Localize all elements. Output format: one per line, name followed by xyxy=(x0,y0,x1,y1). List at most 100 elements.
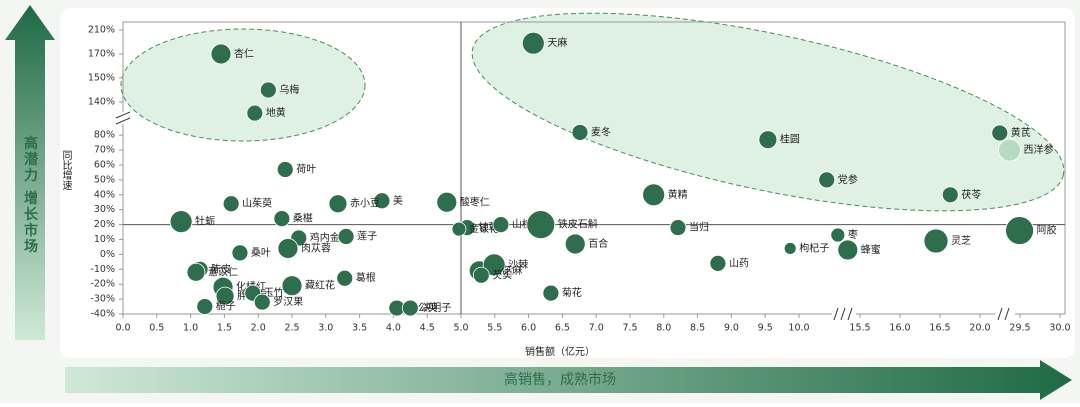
plot-frame xyxy=(122,21,1066,315)
x-tick-label: 8.0 xyxy=(656,323,671,334)
panel xyxy=(60,8,1075,358)
bubble-label: 美 xyxy=(393,194,403,207)
bubble-label: 桑椹 xyxy=(293,213,313,225)
bubble-label: 玉竹 xyxy=(264,286,284,299)
bubble xyxy=(253,293,271,311)
bubble-label: 阿胶 xyxy=(1037,224,1057,237)
mature-zone xyxy=(471,12,1065,212)
bubble-label: 桑叶 xyxy=(251,247,271,259)
bubble xyxy=(451,221,467,237)
bubble xyxy=(521,31,545,55)
bubble-label: 党参 xyxy=(838,173,858,186)
bubble xyxy=(276,161,294,178)
bubble-label: 桂圆 xyxy=(780,133,800,146)
bubble xyxy=(273,210,291,228)
bubble xyxy=(542,284,560,302)
bubble xyxy=(215,286,235,306)
bubble xyxy=(246,104,264,122)
bubble-label: 天麻 xyxy=(547,36,567,49)
x-tick-label: 0.5 xyxy=(149,323,164,334)
x-tick-label: 30.0 xyxy=(1049,323,1070,334)
x-tick-label: 16.0 xyxy=(889,323,910,334)
bubble xyxy=(328,194,348,214)
bubble-label: 菊花 xyxy=(562,286,582,299)
bubble xyxy=(231,244,249,262)
y-tick-label: 170% xyxy=(88,49,115,60)
x-axis-title: 销售额（亿元） xyxy=(525,345,595,358)
bubble xyxy=(186,262,206,282)
bubble xyxy=(259,81,277,99)
bubble xyxy=(337,228,355,245)
y-tick-label: 0% xyxy=(100,249,115,260)
x-tick-label: 3.5 xyxy=(352,323,367,334)
y-tick-label: -20% xyxy=(90,279,115,290)
bubble-label: 陈皮 xyxy=(211,262,231,275)
bubble-label: 百合 xyxy=(588,237,608,250)
y-tick-label: 140% xyxy=(88,97,115,108)
y-tick-label: 10% xyxy=(94,234,115,245)
bubble xyxy=(436,191,458,213)
x-tick-label: 2.0 xyxy=(251,323,266,334)
bubble xyxy=(281,275,303,297)
bubble xyxy=(642,183,666,207)
y-tick-label: 20% xyxy=(94,219,115,230)
x-tick-label: 29.5 xyxy=(1009,323,1030,334)
bubble xyxy=(1005,216,1034,245)
bubble-label: 栀子 xyxy=(216,300,236,313)
bubble xyxy=(401,299,419,317)
bubble xyxy=(277,238,299,259)
bubble xyxy=(196,298,214,315)
bubble xyxy=(758,130,778,150)
bubble xyxy=(526,210,556,240)
bubble-label: 酸枣仁 xyxy=(460,195,490,208)
bubble-label: 杏仁 xyxy=(234,47,254,60)
x-tick-label: 20.0 xyxy=(969,323,990,334)
bubble-label: 金银花 xyxy=(469,222,499,235)
x-tick-label: 4.0 xyxy=(386,323,401,334)
bubble-label: 黄芪 xyxy=(1011,126,1031,139)
mature-label: 高销售，成熟市场 xyxy=(504,371,616,388)
x-tick-label: 0.0 xyxy=(115,323,130,334)
y-tick-label: 80% xyxy=(94,130,115,141)
x-tick-label: 8.5 xyxy=(690,323,705,334)
bubble xyxy=(669,219,687,236)
bubble xyxy=(210,43,232,65)
bubble xyxy=(492,216,510,234)
x-tick-label: 6.5 xyxy=(555,323,570,334)
x-tick-label: 6.0 xyxy=(521,323,536,334)
bubble-label: 枸杞子 xyxy=(799,241,829,254)
bubble xyxy=(373,192,391,210)
x-tick-label: 10.0 xyxy=(788,323,809,334)
bubble xyxy=(818,171,836,189)
bubble-label: 藏红花 xyxy=(305,279,335,292)
y-tick-label: -30% xyxy=(90,294,115,305)
bubble-label: 茯苓 xyxy=(961,188,981,201)
bubble-label: 枣 xyxy=(848,229,858,241)
bubble-label: 荷叶 xyxy=(296,163,316,175)
bubble-label: 铁皮石斛 xyxy=(558,218,598,231)
bubble-label: 山药 xyxy=(729,257,749,269)
bubble-label: 鸡内金 xyxy=(310,231,340,244)
bubble xyxy=(830,227,846,243)
bubble xyxy=(991,124,1009,142)
bubble-label: 葛根 xyxy=(356,271,376,284)
bubble xyxy=(564,233,586,255)
bubble-label: 西洋参 xyxy=(1023,143,1053,156)
axis-breaks xyxy=(115,111,1015,321)
x-tick-label: 16.5 xyxy=(929,323,950,334)
x-tick-label: 3.0 xyxy=(318,323,333,334)
bubble-label: 地黄 xyxy=(266,106,286,119)
y-tick-label: 210% xyxy=(88,25,115,36)
bubble-label: 薏苡仁 xyxy=(208,265,238,278)
y-tick-label: 150% xyxy=(88,73,115,84)
y-axis-title: 同比增速 xyxy=(60,150,72,190)
y-tick-label: 70% xyxy=(94,145,115,156)
x-tick-label: 9.0 xyxy=(724,323,739,334)
bubble xyxy=(783,242,797,255)
bubble-label: 赤小豆 xyxy=(350,198,380,210)
bubble xyxy=(222,195,240,213)
bubble-label: 决明子 xyxy=(421,302,451,314)
bubble-label: 灵芝 xyxy=(951,234,971,247)
bubble xyxy=(482,253,506,277)
